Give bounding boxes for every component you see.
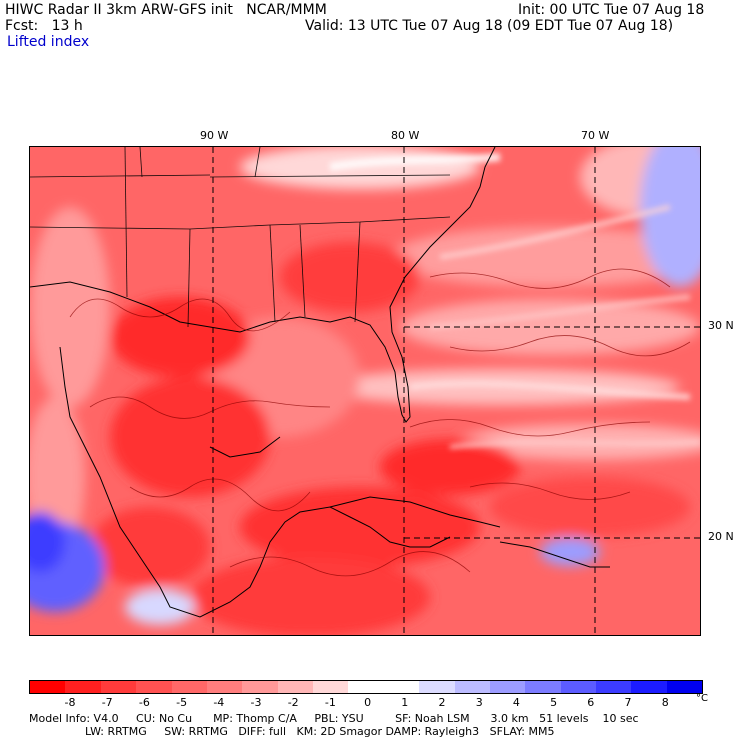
colorbar-swatch [65,681,101,693]
model-info-line2: LW: RRTMG SW: RRTMG DIFF: full KM: 2D Sm… [29,725,555,738]
lat-label-30n: 30 N [708,319,734,332]
lon-label-80w: 80 W [391,129,420,142]
colorbar-tick-label: -8 [64,696,76,709]
colorbar-swatch [30,681,66,693]
colorbar-tick-label: 3 [475,696,483,709]
lat-label-20n: 20 N [708,530,734,543]
lifted-index-map [29,146,701,636]
model-title: HIWC Radar II 3km ARW-GFS init NCAR/MMM [5,2,327,18]
colorbar-tick-label: -1 [324,696,336,709]
colorbar-swatch [489,681,526,693]
contours [69,268,691,577]
colorbar-tick-label: 4 [512,696,520,709]
colorbar-tick-label: 5 [550,696,558,709]
colorbar-swatch [666,681,703,693]
colorbar-swatch [242,681,278,693]
field-name: Lifted index [7,34,90,50]
colorbar-swatch [206,681,243,693]
lon-label-70w: 70 W [581,129,610,142]
colorbar-tick-label: 8 [661,696,669,709]
state-borders [30,147,451,328]
colorbar-swatch [100,681,137,693]
colorbar-swatch [454,681,490,693]
colorbar-swatch [419,681,455,693]
colorbar-tick-label: -4 [213,696,225,709]
colorbar-tick-label: 2 [438,696,446,709]
colorbar-unit: °C [696,693,708,704]
init-time: Init: 00 UTC Tue 07 Aug 18 [518,2,705,18]
valid-time: Valid: 13 UTC Tue 07 Aug 18 (09 EDT Tue … [305,18,674,34]
colorbar-tick-label: 7 [624,696,632,709]
colorbar-tick-label: -5 [176,696,188,709]
colorbar-tick-label: -6 [138,696,150,709]
colorbar-tick-label: -7 [101,696,113,709]
colorbar-swatch [136,681,172,693]
colorbar-swatch [171,681,207,693]
colorbar-tick-label: 0 [364,696,372,709]
colorbar-swatch [525,681,561,693]
colorbar-swatch [596,681,632,693]
colorbar-tick-label: 6 [587,696,595,709]
colorbar-swatch [560,681,596,693]
colorbar-tick-label: -2 [287,696,299,709]
colorbar [29,680,703,694]
colorbar-swatch [313,681,349,693]
field-streaks [329,153,700,449]
coastlines [30,147,610,618]
colorbar-tick-label: 1 [401,696,409,709]
colorbar-swatch [348,681,384,693]
lon-label-90w: 90 W [200,129,229,142]
colorbar-swatch [277,681,313,693]
colorbar-tick-label: -3 [250,696,262,709]
model-info-line1: Model Info: V4.0 CU: No Cu MP: Thomp C/A… [29,712,639,725]
graticule [212,147,700,635]
colorbar-swatch [383,681,420,693]
forecast-hour: Fcst: 13 h [5,18,83,34]
map-canvas [30,147,700,635]
colorbar-swatch [631,681,667,693]
